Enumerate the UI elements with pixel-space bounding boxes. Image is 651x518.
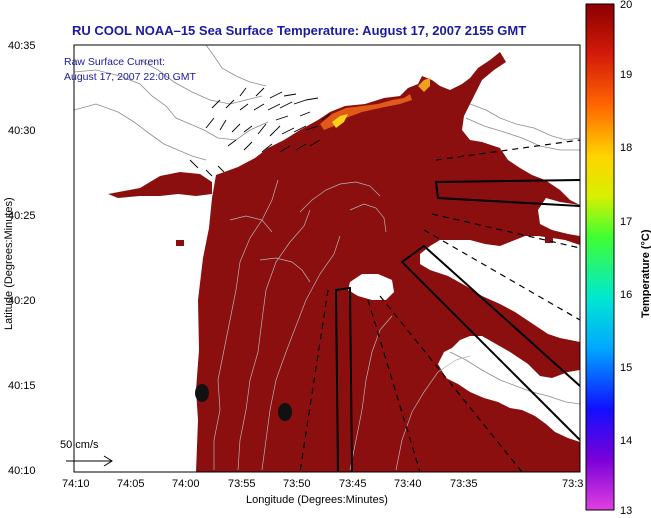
y-tick-label: 40:30 — [8, 125, 36, 137]
y-tick-label: 40:10 — [8, 465, 36, 477]
x-tick-label: 74:10 — [62, 478, 90, 490]
shipping-lanes — [334, 179, 580, 472]
colorbar-tick-label: 17 — [620, 216, 632, 228]
colorbar-tick-label: 18 — [620, 142, 632, 154]
x-tick-label: 74:00 — [172, 478, 200, 490]
coastline-contours — [74, 45, 580, 405]
current-annotation-line2: August 17, 2007 22:00 GMT — [64, 71, 197, 83]
colorbar-tick-label: 20 — [620, 0, 632, 11]
plot-frame — [73, 44, 581, 473]
colorbar — [585, 3, 615, 511]
cloud-gap-pocket — [348, 274, 394, 300]
bathymetry-contours — [213, 179, 471, 471]
warm-streak — [320, 94, 412, 130]
colorbar-tick-label: 14 — [620, 435, 632, 447]
dashed-lanes — [299, 139, 580, 472]
sst-pixel-a — [176, 240, 184, 246]
x-tick-label: 73:55 — [228, 478, 256, 490]
scale-arrow-label: 50 cm/s — [60, 439, 99, 451]
y-tick-label: 40:15 — [8, 380, 36, 392]
x-tick-label: 73:50 — [283, 478, 311, 490]
surface-current-vectors — [189, 87, 331, 177]
y-tick-label: 40:25 — [8, 210, 36, 222]
cloud-gap-east — [500, 146, 580, 178]
colorbar-label: Temperature (°C) — [640, 229, 651, 318]
colorbar-tick-label: 19 — [620, 69, 632, 81]
figure-title: RU COOL NOAA–15 Sea Surface Temperature:… — [72, 23, 526, 38]
hot-spot — [332, 114, 348, 128]
x-tick-label: 73:35 — [450, 478, 478, 490]
x-axis-label: Longitude (Degrees:Minutes) — [246, 494, 388, 506]
hot-spot-2 — [418, 78, 430, 92]
colorbar-tick-label: 16 — [620, 289, 632, 301]
y-axis-label: Latitude (Degrees:Minutes) — [3, 197, 15, 330]
y-axis: 40:35 40:30 40:25 40:20 40:15 40:10 — [8, 40, 36, 477]
x-tick-label: 73:45 — [339, 478, 367, 490]
map-plot-area — [74, 45, 580, 472]
x-tick-label: 73:3 — [562, 478, 583, 490]
cloud-gap-right — [538, 198, 580, 236]
x-axis: 74:10 74:05 74:00 73:55 73:50 73:45 73:4… — [62, 478, 583, 490]
sst-field — [196, 52, 580, 472]
colorbar-ticks: 20 19 18 17 16 15 14 13 — [620, 0, 632, 517]
sst-pixel-c — [210, 270, 216, 276]
x-tick-label: 74:05 — [117, 478, 145, 490]
buoy-marker-2 — [278, 403, 292, 421]
x-tick-label: 73:40 — [394, 478, 422, 490]
y-tick-label: 40:35 — [8, 40, 36, 52]
colorbar-tick-label: 15 — [620, 362, 632, 374]
y-tick-label: 40:20 — [8, 295, 36, 307]
scale-arrow — [66, 455, 113, 467]
current-annotation-line1: Raw Surface Current: — [64, 56, 165, 68]
sst-pixel-b — [545, 236, 553, 243]
sst-bay-west — [108, 172, 212, 198]
buoy-marker-1 — [195, 384, 209, 402]
colorbar-tick-label: 13 — [620, 505, 632, 517]
